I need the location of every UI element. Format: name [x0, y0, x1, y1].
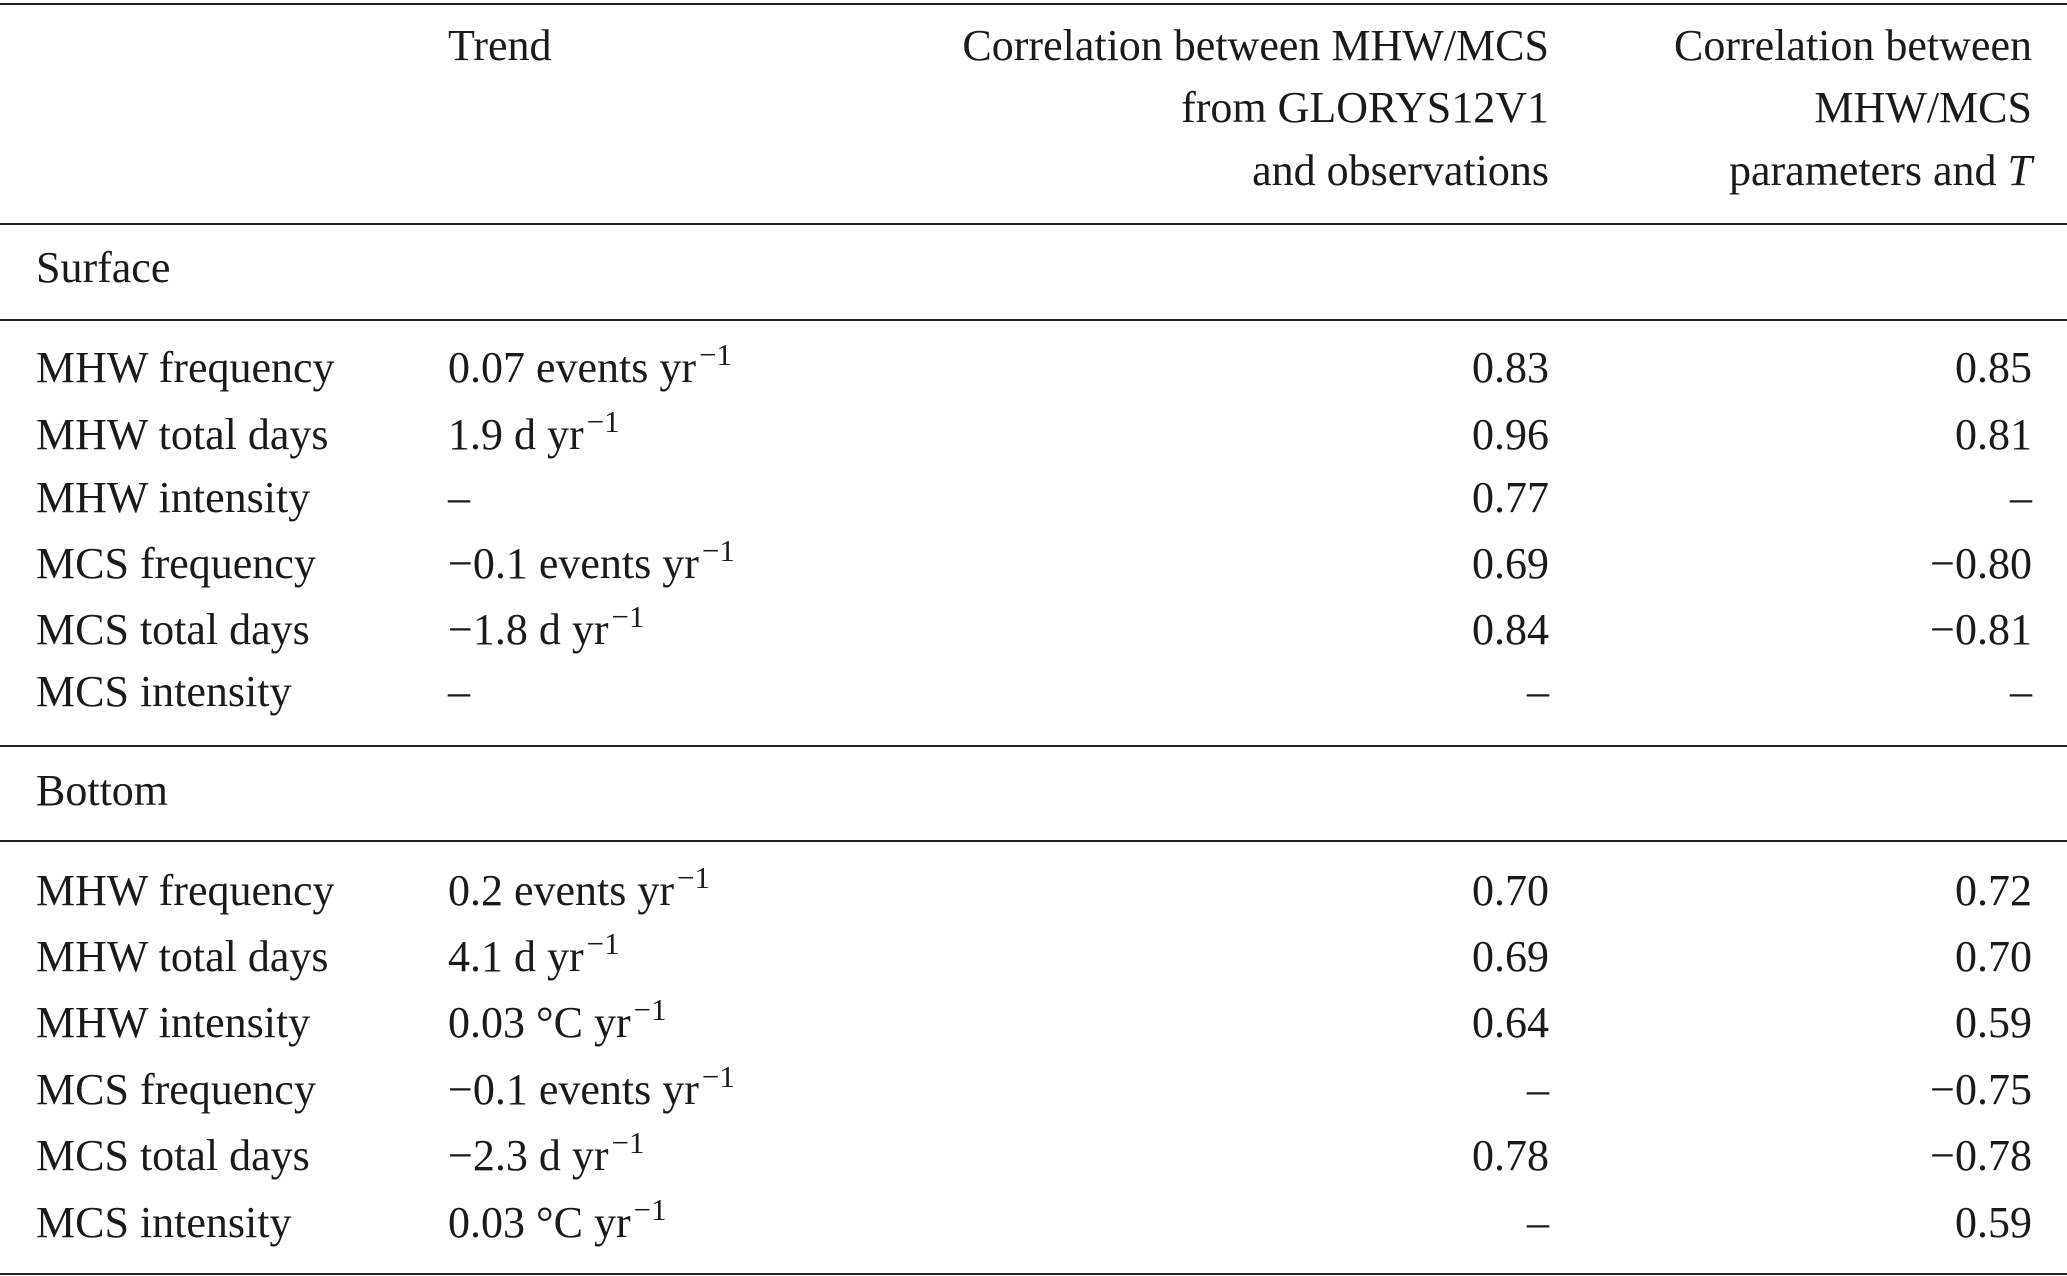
table-cell: MHW frequency	[36, 343, 335, 392]
cell-text: 0.03 °C yr	[448, 1198, 631, 1247]
table-cell: 0.72	[1955, 866, 2032, 915]
table-cell: 0.70	[1472, 866, 1549, 915]
table-cell: 0.07 events yr−1	[448, 339, 732, 392]
header-cell: parameters and T	[1729, 149, 2032, 193]
table-rule	[0, 840, 2067, 842]
table-cell: 0.69	[1472, 539, 1549, 588]
cell-text: 0.07 events yr	[448, 343, 697, 392]
table-cell: 0.84	[1472, 605, 1549, 654]
table-cell: MHW frequency	[36, 866, 335, 915]
table-cell: −0.80	[1930, 539, 2032, 588]
table-rule	[0, 223, 2067, 225]
italic-symbol: T	[2007, 146, 2032, 195]
cell-text: −2.3 d yr	[448, 1131, 609, 1180]
header-cell: and observations	[1252, 146, 1549, 195]
table-cell: −0.1 events yr−1	[448, 1061, 735, 1114]
table-cell: 0.85	[1955, 343, 2032, 392]
superscript: −1	[701, 533, 735, 568]
table-cell: 0.64	[1472, 998, 1549, 1047]
table-cell: MHW intensity	[36, 998, 311, 1047]
table-cell: MCS total days	[36, 1131, 310, 1180]
header-cell: Correlation between MHW/MCS	[962, 21, 1549, 70]
table-cell: 1.9 d yr−1	[448, 406, 620, 459]
table-cell: –	[448, 473, 470, 522]
table-rule	[0, 745, 2067, 747]
table-cell: 0.69	[1472, 932, 1549, 981]
table-cell: 0.77	[1472, 473, 1549, 522]
cell-text: −0.1 events yr	[448, 539, 699, 588]
section-title: Surface	[36, 243, 171, 292]
table-rule	[0, 1273, 2067, 1275]
cell-text: 1.9 d yr	[448, 410, 584, 459]
superscript: −1	[633, 1192, 667, 1227]
table-cell: 0.59	[1955, 998, 2032, 1047]
table-cell: MCS frequency	[36, 539, 316, 588]
table-cell: –	[448, 667, 470, 716]
table-cell: −0.81	[1930, 605, 2032, 654]
header-cell: Correlation between	[1674, 21, 2032, 70]
superscript: −1	[586, 926, 620, 961]
table-cell: 0.03 °C yr−1	[448, 1194, 667, 1247]
table-cell: 0.96	[1472, 410, 1549, 459]
table-cell: MCS intensity	[36, 1198, 292, 1247]
table-cell: 0.83	[1472, 343, 1549, 392]
superscript: −1	[699, 337, 733, 372]
table-cell: MHW total days	[36, 932, 329, 981]
table-rule	[0, 319, 2067, 321]
superscript: −1	[611, 1125, 645, 1160]
cell-text: 0.03 °C yr	[448, 998, 631, 1047]
table-cell: –	[2010, 473, 2032, 522]
table-cell: MCS intensity	[36, 667, 292, 716]
table-cell: −0.1 events yr−1	[448, 535, 735, 588]
table-cell: −0.78	[1930, 1131, 2032, 1180]
superscript: −1	[677, 860, 711, 895]
superscript: −1	[633, 992, 667, 1027]
cell-text: −0.1 events yr	[448, 1065, 699, 1114]
superscript: −1	[586, 404, 620, 439]
header-cell: Trend	[448, 21, 552, 70]
table-cell: −2.3 d yr−1	[448, 1127, 644, 1180]
header-cell: MHW/MCS	[1814, 83, 2032, 132]
table-cell: –	[1527, 1065, 1549, 1114]
table-cell: 0.03 °C yr−1	[448, 994, 667, 1047]
superscript: −1	[701, 1059, 735, 1094]
table-cell: −0.75	[1930, 1065, 2032, 1114]
table-cell: 0.78	[1472, 1131, 1549, 1180]
header-cell: from GLORYS12V1	[1181, 83, 1549, 132]
superscript: −1	[611, 599, 645, 634]
table-cell: MHW total days	[36, 410, 329, 459]
cell-text: 4.1 d yr	[448, 932, 584, 981]
cell-text: parameters and	[1728, 146, 2008, 195]
table-rule	[0, 3, 2067, 5]
table-cell: MHW intensity	[36, 473, 311, 522]
table-cell: 0.70	[1955, 932, 2032, 981]
table-cell: −1.8 d yr−1	[448, 601, 644, 654]
table-cell: –	[1527, 1198, 1549, 1247]
cell-text: −1.8 d yr	[448, 605, 609, 654]
table-cell: 0.81	[1955, 410, 2032, 459]
table-cell: 0.59	[1955, 1198, 2032, 1247]
table-cell: MCS total days	[36, 605, 310, 654]
table-cell: –	[1527, 667, 1549, 716]
table-cell: 4.1 d yr−1	[448, 928, 620, 981]
table-cell: MCS frequency	[36, 1065, 316, 1114]
cell-text: 0.2 events yr	[448, 866, 675, 915]
section-title: Bottom	[36, 766, 169, 815]
table-cell: 0.2 events yr−1	[448, 862, 710, 915]
table-cell: –	[2010, 667, 2032, 716]
